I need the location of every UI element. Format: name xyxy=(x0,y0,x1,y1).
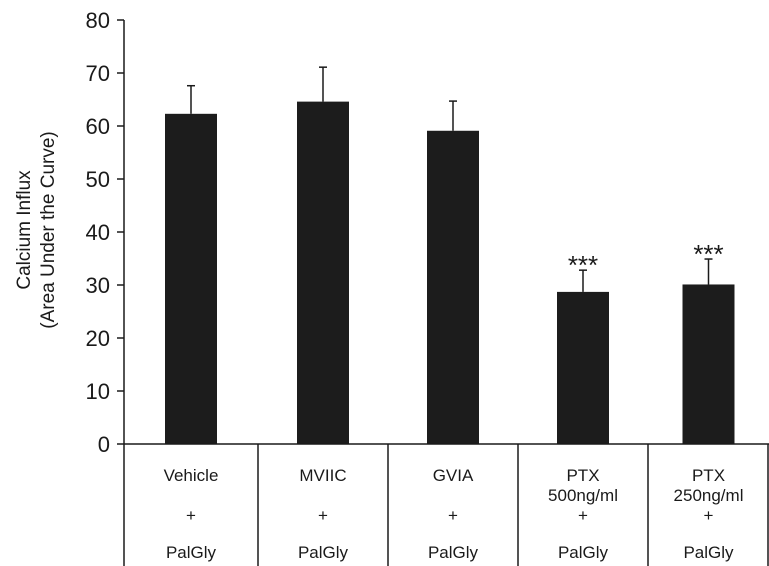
category-label-line: PalGly xyxy=(558,543,609,562)
bar xyxy=(165,113,217,444)
significance-label: *** xyxy=(568,250,598,280)
category-label-line: PTX xyxy=(566,466,599,485)
category-label-line: + xyxy=(578,506,588,525)
y-tick-label: 60 xyxy=(86,114,110,139)
category-label-line: 250ng/ml xyxy=(674,486,744,505)
category-table: Vehicle + PalGly MVIIC + PalGly GVIA + PalGly PTX… xyxy=(123,443,769,566)
bar xyxy=(557,291,609,444)
y-tick-label: 20 xyxy=(86,326,110,351)
category-label-line: + xyxy=(704,506,714,525)
bar xyxy=(427,130,479,444)
category-label-line: Vehicle xyxy=(164,466,219,485)
category-label-line: + xyxy=(318,506,328,525)
y-axis: 0 10 20 30 40 50 60 70 80 xyxy=(86,8,125,457)
significance-label: *** xyxy=(693,239,723,269)
y-tick-label: 70 xyxy=(86,61,110,86)
y-tick-label: 50 xyxy=(86,167,110,192)
category-label-line: PalGly xyxy=(166,543,217,562)
bar xyxy=(682,284,735,444)
category-label-line: PalGly xyxy=(298,543,349,562)
category-label-line: MVIIC xyxy=(299,466,346,485)
category-label-line: GVIA xyxy=(433,466,474,485)
y-tick-label: 80 xyxy=(86,8,110,33)
category-label-line: PalGly xyxy=(683,543,734,562)
y-axis-title-line: (Area Under the Curve) xyxy=(38,131,59,328)
category-label-line: PalGly xyxy=(428,543,479,562)
y-tick-label: 0 xyxy=(98,432,110,457)
bars-group: *** *** xyxy=(165,66,735,445)
y-tick-label: 40 xyxy=(86,220,110,245)
y-tick-label: 10 xyxy=(86,379,110,404)
y-axis-title-line: Calcium Influx xyxy=(14,170,35,290)
bar xyxy=(297,101,349,445)
category-label-line: 500ng/ml xyxy=(548,486,618,505)
y-tick-label: 30 xyxy=(86,273,110,298)
category-label-line: + xyxy=(186,506,196,525)
y-axis-title: Calcium Influx (Area Under the Curve) xyxy=(14,131,59,328)
category-label-line: + xyxy=(448,506,458,525)
category-label-line: PTX xyxy=(692,466,725,485)
